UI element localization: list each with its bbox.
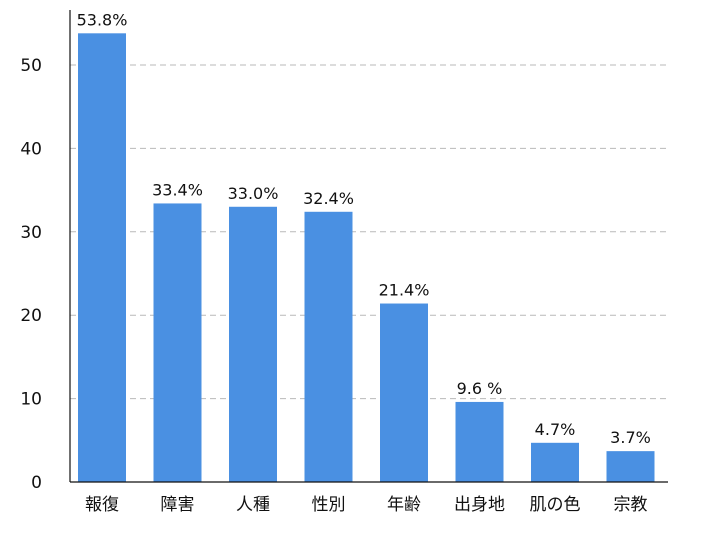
category-label-6: 出身地 [454,495,505,515]
y-tick-label-20: 20 [20,306,42,326]
category-labels: 報復 障害 人種 性別 年齢 出身地 肌の色 宗教 [85,495,648,515]
data-label-8: 3.7% [610,428,651,447]
category-label-7: 肌の色 [530,495,581,515]
y-tick-label-30: 30 [20,223,42,243]
category-label-2: 障害 [161,495,195,515]
category-label-4: 性別 [312,495,346,515]
data-label-5: 21.4% [379,281,430,300]
y-tick-labels: 0 10 20 30 40 50 [20,56,42,493]
y-tick-label-0: 0 [31,473,42,493]
data-label-1: 53.8% [77,10,128,29]
data-label-6: 9.6 % [457,379,503,398]
bar-4 [304,211,353,482]
bars [78,33,655,483]
category-label-5: 年齢 [387,495,421,515]
category-label-3: 人種 [236,495,270,515]
data-label-3: 33.0% [228,184,279,203]
data-label-2: 33.4% [152,180,203,199]
bar-7 [531,442,579,482]
data-label-4: 32.4% [303,189,354,208]
axes [69,10,668,483]
y-tick-label-10: 10 [20,390,42,410]
data-labels: 53.8% 33.4% 33.0% 32.4% 21.4% 9.6 % 4.7% 3.7% [77,10,651,447]
bar-2 [153,203,202,482]
category-label-8: 宗教 [614,495,648,515]
data-label-7: 4.7% [535,420,576,439]
bar-3 [229,206,277,482]
y-tick-label-40: 40 [20,139,42,159]
bar-1 [78,33,126,483]
category-label-1: 報復 [85,495,119,515]
bar-5 [380,303,428,482]
bar-8 [606,451,655,482]
y-tick-label-50: 50 [20,56,42,76]
bar-6 [455,401,504,482]
